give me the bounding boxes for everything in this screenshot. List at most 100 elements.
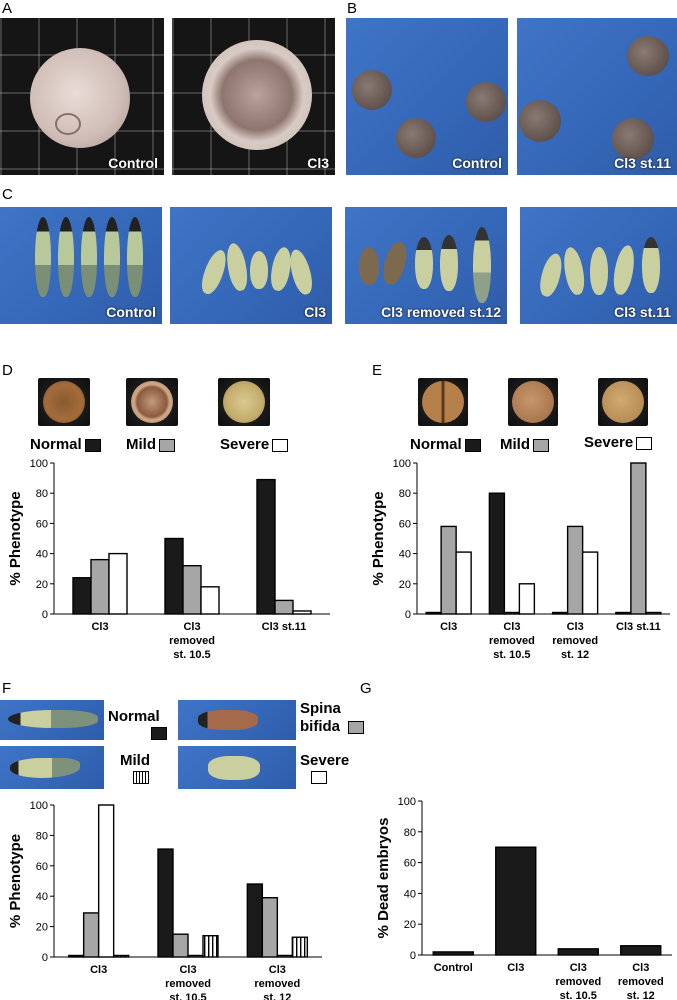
- legend-f-mild: Mild: [120, 752, 150, 769]
- legend-label: Severe: [584, 434, 634, 451]
- caption: Cl3 st.11: [614, 304, 671, 320]
- y-axis-label: % Dead embryos: [375, 818, 392, 939]
- tadpole: [10, 758, 80, 778]
- category-label: removed: [489, 635, 535, 647]
- tadpole: [198, 710, 258, 730]
- chart-e: 0 20 40 60 80 100 % Phenotype Cl3 Cl3 removed st. …: [370, 458, 670, 661]
- category-label: st. 10.5: [173, 649, 210, 661]
- category-label: Cl3 st.11: [616, 621, 661, 633]
- swatch-spina-bifida: [348, 720, 364, 734]
- caption: Control: [108, 155, 158, 171]
- bar: [518, 583, 536, 615]
- caption: Cl3: [304, 304, 326, 320]
- panel-letter-a: A: [2, 0, 13, 17]
- bar: [97, 804, 115, 958]
- tadpole: [359, 247, 379, 285]
- legend-label: Mild: [120, 752, 150, 769]
- bar: [581, 551, 599, 615]
- bar: [187, 954, 204, 958]
- legend-d-severe: Severe: [220, 436, 289, 453]
- y-tick-label: 40: [36, 549, 48, 561]
- category-label: Control: [434, 962, 473, 974]
- y-tick-label: 100: [393, 458, 411, 470]
- category-label: removed: [165, 978, 211, 990]
- y-axis-label: % Phenotype: [7, 834, 24, 928]
- photo-f-spina-bifida: [178, 700, 296, 740]
- category-label: Cl3: [90, 964, 107, 976]
- tadpole: [197, 247, 231, 297]
- tadpole: [286, 247, 316, 297]
- chart-g: 0 20 40 60 80 100 % Dead embryos Control Cl3 Cl3 r…: [375, 796, 672, 1000]
- bar: [112, 954, 130, 958]
- category-label: Cl3: [183, 621, 200, 633]
- egg: [422, 381, 464, 423]
- bar: [615, 611, 632, 615]
- thumb-e-severe: [598, 378, 648, 426]
- chart-d: 0 20 40 60 80 100 % Phenotype Cl3 Cl3 removed st. …: [7, 458, 330, 661]
- egg: [602, 381, 644, 423]
- panel-letter-d: D: [2, 362, 13, 379]
- thumb-e-mild: [508, 378, 558, 426]
- bar: [164, 537, 184, 615]
- swatch-mild-hatched: [133, 771, 149, 784]
- tadpole: [415, 237, 433, 289]
- category-label: Cl3: [269, 964, 286, 976]
- bar: [276, 954, 294, 958]
- bar: [256, 478, 276, 615]
- y-tick-label: 80: [404, 827, 416, 839]
- legend-f-spina-bifida: Spina bifida: [300, 700, 364, 736]
- y-tick-label: 60: [404, 858, 416, 870]
- tadpole: [104, 217, 120, 297]
- bar: [645, 611, 662, 615]
- tadpole: [250, 251, 268, 289]
- thumb-d-normal: [38, 378, 90, 426]
- bar: [425, 611, 442, 615]
- egg: [30, 48, 130, 148]
- photo-a-cl3: Cl3: [172, 18, 335, 175]
- legend-label: Mild: [126, 436, 156, 453]
- tadpole: [223, 241, 251, 293]
- bar: [620, 945, 662, 956]
- y-tick-label: 20: [399, 579, 411, 591]
- photo-f-severe: [178, 746, 296, 789]
- swatch-normal: [84, 438, 101, 452]
- egg: [627, 36, 669, 76]
- caption: Control: [452, 155, 502, 171]
- legend-e-mild: Mild: [500, 436, 549, 453]
- egg: [223, 381, 265, 423]
- chart-f: 0 20 40 60 80 100 % Phenotype Cl3 Cl3 removed st. …: [7, 800, 322, 1000]
- bar: [261, 897, 279, 958]
- y-tick-label: 100: [30, 800, 48, 812]
- tadpole: [610, 243, 638, 297]
- swatch-severe: [272, 438, 289, 452]
- legend-f-normal: Normal: [108, 708, 160, 725]
- category-label: Cl3: [179, 964, 196, 976]
- category-label: removed: [169, 635, 215, 647]
- tadpole: [536, 251, 566, 299]
- y-tick-label: 0: [42, 609, 48, 621]
- y-tick-label: 0: [405, 609, 411, 621]
- bar: [157, 848, 174, 958]
- legend-e-normal: Normal: [410, 436, 481, 453]
- photo-f-normal: [0, 700, 104, 740]
- photo-b-cl3: Cl3 st.11: [517, 18, 677, 175]
- egg: [466, 82, 506, 122]
- tadpole: [35, 217, 51, 297]
- y-tick-label: 80: [36, 830, 48, 842]
- bar: [503, 611, 521, 615]
- category-label: removed: [618, 976, 664, 988]
- egg: [202, 40, 312, 150]
- tadpole: [473, 227, 491, 303]
- y-tick-label: 20: [36, 579, 48, 591]
- bar: [274, 599, 294, 615]
- tadpole: [560, 245, 588, 297]
- caption: Cl3: [307, 155, 329, 171]
- swatch-mild: [533, 438, 549, 452]
- tadpole: [642, 237, 660, 293]
- thumb-d-mild: [126, 378, 178, 426]
- category-label: removed: [555, 976, 601, 988]
- y-axis-label: % Phenotype: [7, 491, 24, 585]
- egg: [131, 381, 173, 423]
- bar: [108, 552, 128, 615]
- y-tick-label: 20: [36, 922, 48, 934]
